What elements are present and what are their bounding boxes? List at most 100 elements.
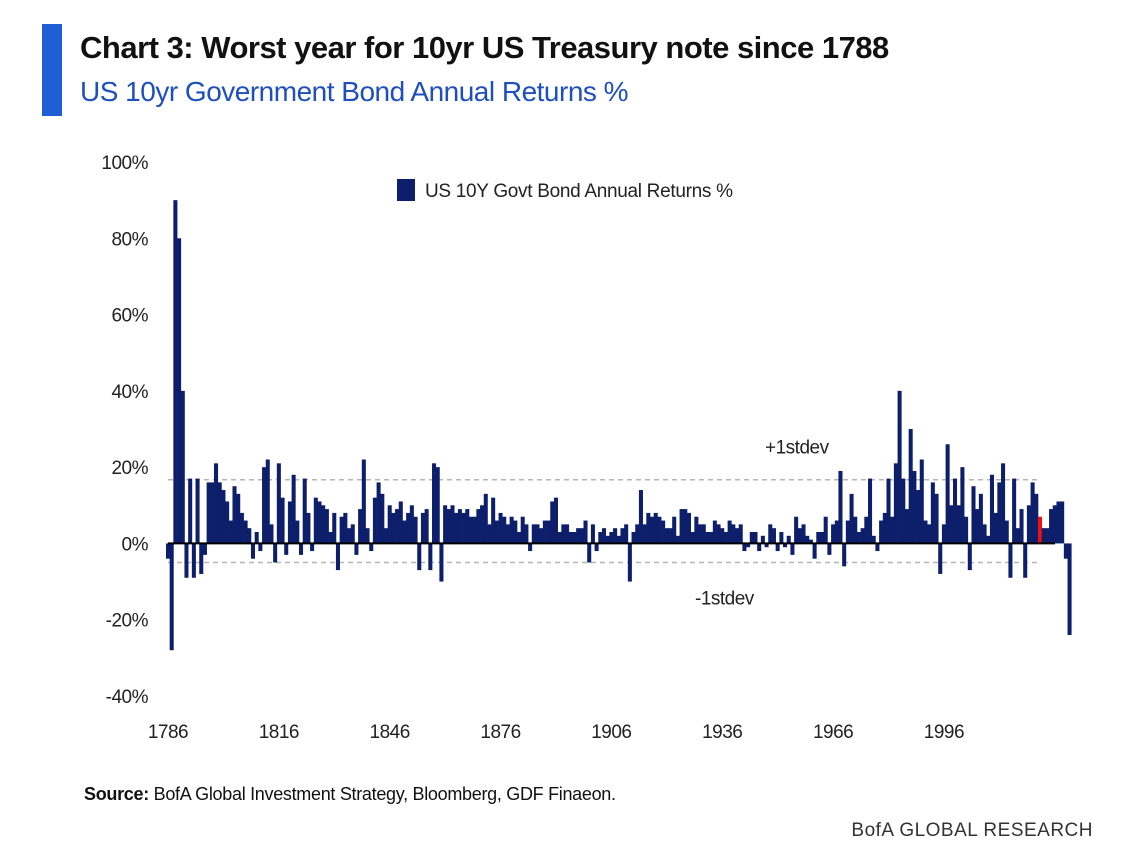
bar <box>239 512 244 544</box>
bar <box>372 497 377 544</box>
bar <box>539 528 544 544</box>
bar <box>557 531 562 544</box>
bar <box>420 512 425 544</box>
bar <box>232 486 237 544</box>
bar <box>310 543 315 552</box>
bar <box>291 474 296 544</box>
bar <box>383 528 389 544</box>
bar <box>819 531 825 544</box>
bar <box>831 524 836 544</box>
bar <box>228 520 233 544</box>
bar <box>1052 505 1057 544</box>
bar <box>468 516 474 544</box>
brand-label: BofA GLOBAL RESEARCH <box>851 820 1093 841</box>
y-tick-label: 60% <box>111 306 148 327</box>
bar <box>1030 482 1035 544</box>
bar <box>1060 501 1065 544</box>
bar <box>941 524 946 544</box>
bar <box>646 512 651 544</box>
bar <box>195 478 200 544</box>
bar <box>250 543 256 559</box>
x-tick-label: 1816 <box>259 722 299 743</box>
bar <box>705 531 710 544</box>
bar <box>912 470 917 544</box>
legend: US 10Y Govt Bond Annual Returns % <box>397 179 733 202</box>
bar <box>638 490 643 544</box>
bar <box>328 531 333 544</box>
bar <box>679 509 684 544</box>
chart-title: Chart 3: Worst year for 10yr US Treasury… <box>80 30 889 65</box>
bar <box>997 482 1002 544</box>
bar <box>868 478 873 544</box>
bar <box>871 535 876 544</box>
reference-lines: +1stdev -1stdev <box>168 438 1040 610</box>
bar-series <box>165 200 1072 651</box>
bar <box>413 516 418 544</box>
bar <box>794 516 799 544</box>
source-note: Source: BofA Global Investment Strategy,… <box>84 784 616 805</box>
bar <box>576 528 581 544</box>
bar <box>952 478 958 544</box>
bar <box>890 516 895 544</box>
bar <box>938 543 943 574</box>
bar <box>683 509 688 544</box>
bar <box>919 459 924 544</box>
bar <box>949 505 954 544</box>
bar <box>971 486 976 544</box>
bar <box>904 509 910 544</box>
bar <box>435 467 440 544</box>
bar <box>180 390 185 544</box>
bar <box>808 539 813 544</box>
bar <box>975 509 980 544</box>
bar <box>572 531 577 544</box>
x-tick-label: 1906 <box>591 722 631 743</box>
bar <box>225 501 230 544</box>
bar <box>280 497 285 544</box>
bar <box>982 524 987 544</box>
bar <box>882 512 887 544</box>
bar <box>409 505 414 544</box>
bar <box>653 512 658 544</box>
bar <box>768 524 773 544</box>
bar <box>565 524 570 544</box>
bar <box>498 512 503 544</box>
bar <box>775 543 780 552</box>
y-tick-label: -20% <box>106 611 149 632</box>
bar <box>402 520 407 544</box>
bar <box>849 493 854 544</box>
bar <box>731 524 736 544</box>
bar <box>967 543 972 571</box>
x-tick-label: 1966 <box>813 722 853 743</box>
bar <box>598 531 603 544</box>
bar <box>191 543 196 578</box>
bar <box>801 524 806 544</box>
bar <box>502 516 507 544</box>
bar <box>169 543 174 651</box>
bar <box>369 543 374 552</box>
bar <box>635 524 640 544</box>
bar <box>675 535 680 544</box>
bar <box>823 516 828 544</box>
bar <box>1067 543 1072 635</box>
bar <box>1015 528 1020 544</box>
bar <box>210 482 215 544</box>
bar <box>236 493 241 544</box>
bar <box>587 543 592 563</box>
bar <box>631 531 636 544</box>
bar <box>1023 543 1028 578</box>
bar <box>875 543 880 552</box>
source-text: BofA Global Investment Strategy, Bloombe… <box>153 784 616 804</box>
bar <box>716 524 721 544</box>
bar <box>879 520 884 544</box>
bar <box>609 531 614 544</box>
bar <box>509 516 514 544</box>
bar <box>790 543 795 555</box>
bar <box>908 429 913 544</box>
bar <box>1034 493 1039 544</box>
bar <box>594 543 599 552</box>
bar <box>993 512 998 544</box>
bar <box>380 493 385 544</box>
bar <box>956 505 961 544</box>
bar <box>443 505 448 544</box>
bar <box>886 478 891 544</box>
